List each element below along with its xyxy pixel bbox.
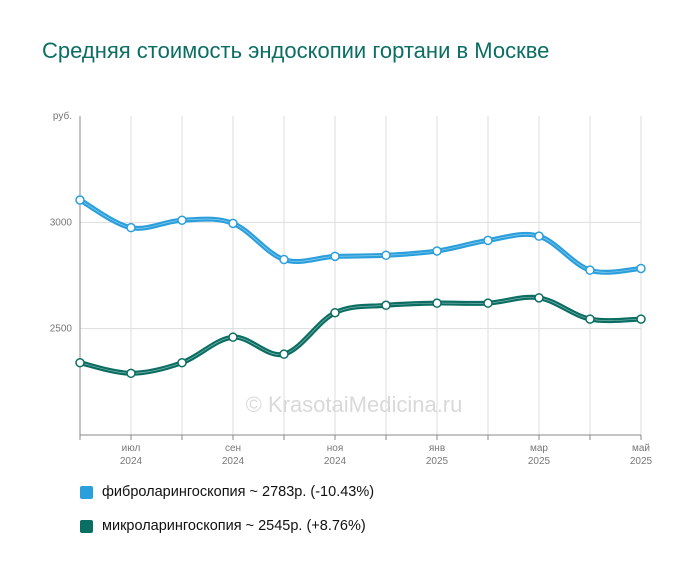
series-line-micro — [77, 294, 644, 376]
x-tick-label-year: 2025 — [528, 456, 551, 467]
watermark: © KrasotaiMedicina.ru — [246, 392, 463, 417]
data-point-fibro — [636, 263, 646, 274]
data-point-micro — [177, 357, 187, 368]
legend-label-micro: микроларингоскопия ~ 2545р. (+8.76%) — [102, 518, 366, 534]
legend-swatch-micro — [80, 519, 93, 533]
grid — [80, 116, 642, 435]
data-point-fibro — [381, 250, 391, 261]
x-tick-label-year: 2024 — [222, 456, 245, 467]
legend-label-fibro: фиброларингоскопия ~ 2783р. (-10.43%) — [102, 484, 375, 500]
x-tick-label-year: 2025 — [426, 456, 449, 467]
y-unit-label: руб. — [53, 110, 72, 122]
data-point-micro — [75, 357, 85, 368]
x-tick-label-month: янв — [429, 443, 445, 454]
data-point-micro — [228, 332, 238, 342]
data-point-micro — [534, 293, 544, 303]
x-tick-label-year: 2024 — [120, 456, 143, 467]
data-point-micro — [483, 298, 493, 308]
y-tick-label: 2500 — [50, 324, 73, 335]
data-point-micro — [330, 307, 340, 318]
x-tick-label-year: 2025 — [630, 456, 653, 467]
data-point-fibro — [126, 222, 136, 233]
data-point-micro — [279, 349, 289, 359]
x-tick-label-month: ноя — [327, 443, 344, 454]
legend-item-fibro[interactable]: фиброларингоскопия ~ 2783р. (-10.43%) — [80, 484, 374, 500]
x-tick-label-year: 2024 — [324, 456, 347, 467]
data-point-fibro — [483, 235, 493, 246]
legend-swatch-fibro — [80, 485, 93, 499]
data-point-fibro — [330, 251, 340, 262]
data-point-fibro — [228, 218, 238, 229]
x-tick-label-month: июл — [122, 443, 141, 454]
data-point-fibro — [432, 246, 442, 256]
data-point-micro — [432, 298, 442, 308]
x-tick-label-month: мар — [530, 443, 548, 454]
data-point-fibro — [75, 195, 85, 205]
data-point-micro — [381, 300, 391, 311]
data-point-fibro — [279, 254, 289, 265]
data-point-micro — [126, 368, 136, 379]
data-point-fibro — [177, 215, 187, 225]
chart-title: Средняя стоимость эндоскопии гортани в М… — [42, 38, 550, 63]
legend-item-micro[interactable]: микроларингоскопия ~ 2545р. (+8.76%) — [80, 518, 366, 534]
data-point-micro — [585, 314, 595, 324]
series-line-highlight-fibro — [79, 199, 642, 273]
axes: 2500 3000 руб. июл 2024 сен 2024 ноя 2024 янв 2025… — [50, 110, 653, 467]
data-point-micro — [636, 314, 646, 324]
x-tick-label-month: сен — [225, 443, 241, 454]
data-point-fibro — [585, 265, 595, 275]
series-line-fibro — [77, 197, 644, 275]
series — [75, 195, 646, 379]
y-tick-label: 3000 — [50, 217, 73, 228]
data-point-fibro — [534, 231, 544, 241]
x-tick-label-month: май — [632, 443, 650, 454]
